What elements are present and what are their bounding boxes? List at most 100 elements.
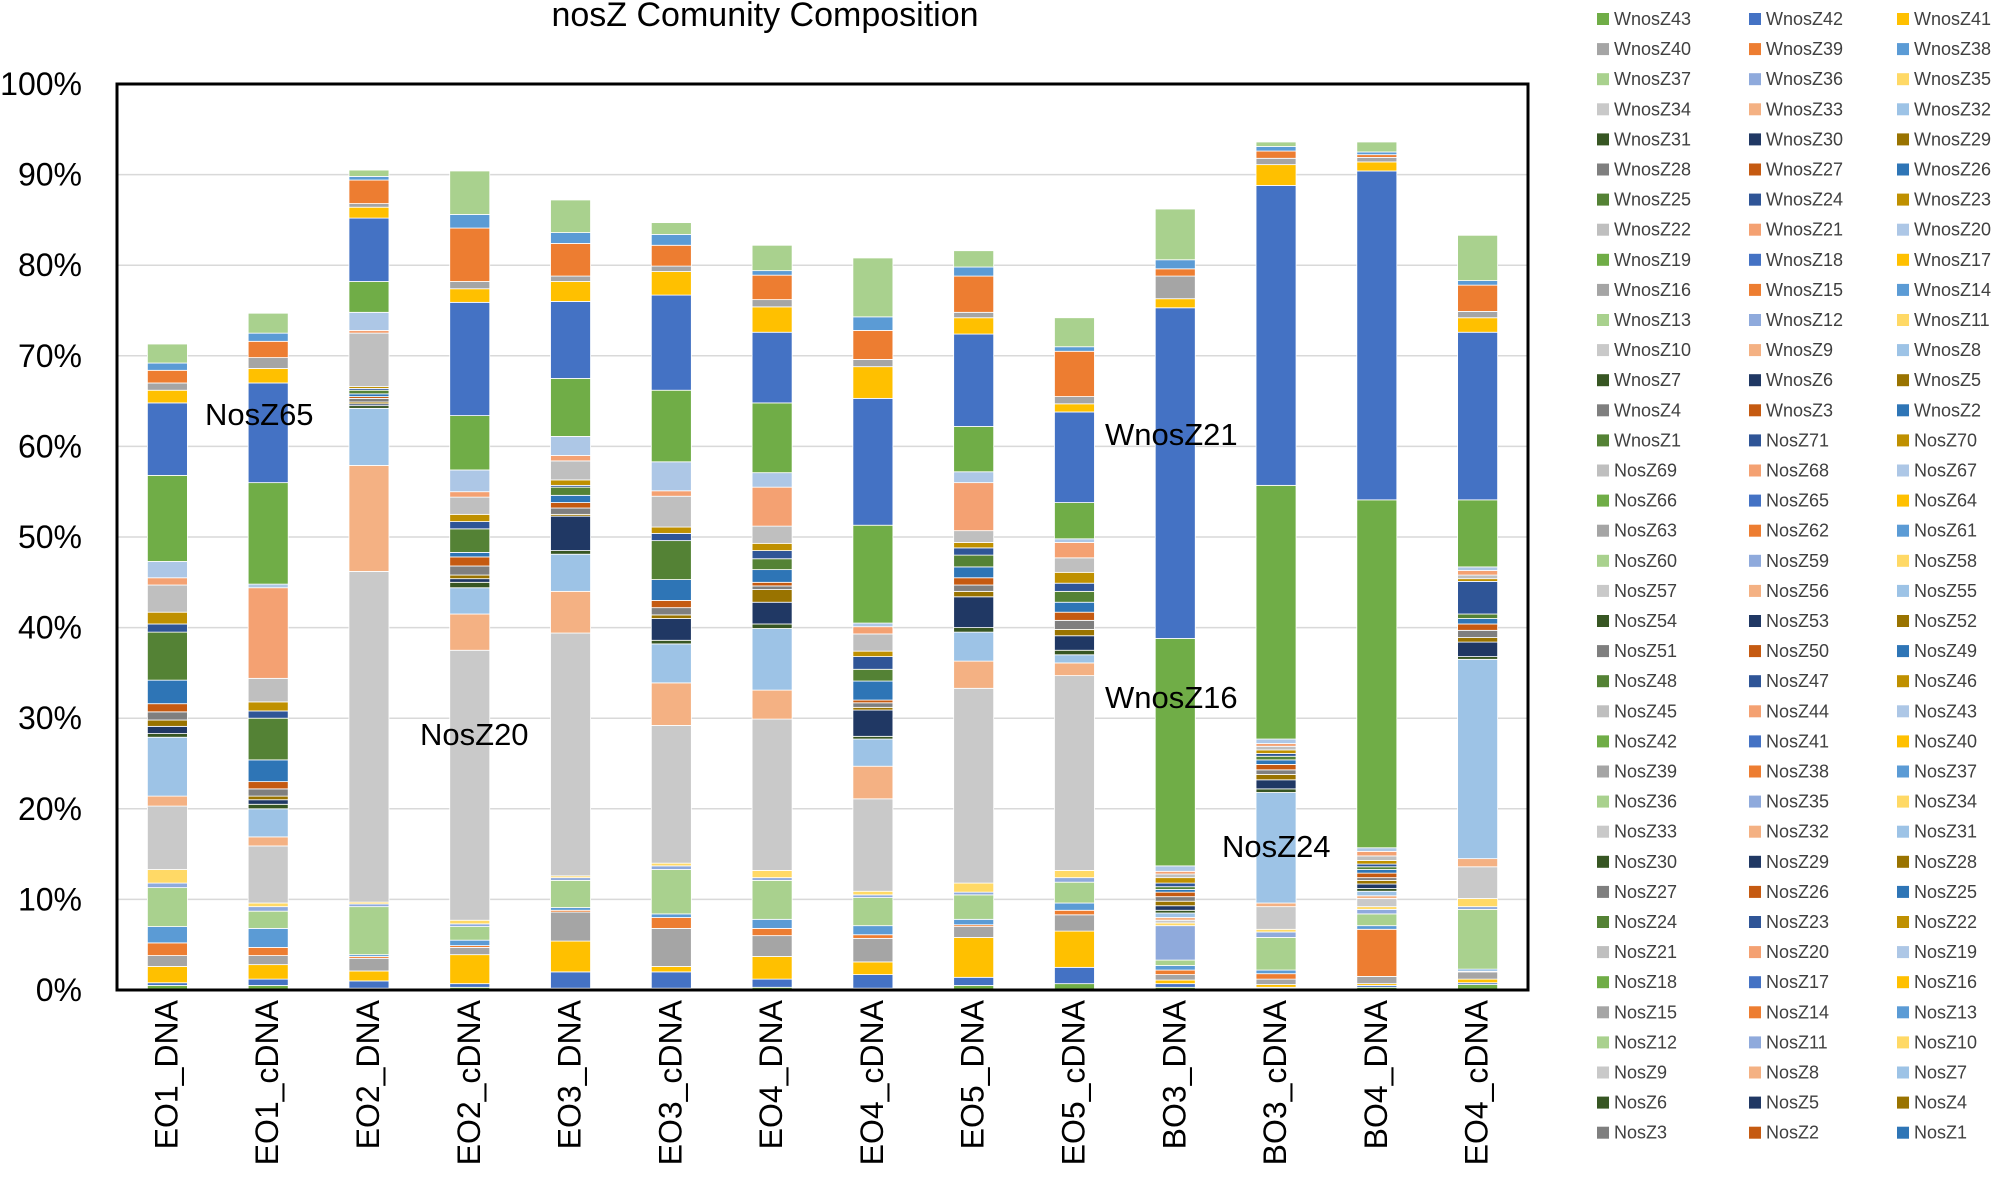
legend-item-NosZ51: NosZ51	[1597, 641, 1677, 661]
bar-segment-NosZ27	[1154, 909, 1196, 914]
legend-item-WnosZ2: WnosZ2	[1897, 400, 1981, 420]
bar-segment-NosZ6	[247, 964, 289, 980]
legend-item-NosZ32: NosZ32	[1749, 822, 1829, 842]
legend-label: WnosZ34	[1614, 99, 1691, 119]
legend-item-WnosZ1: WnosZ1	[1597, 430, 1681, 450]
legend-item-NosZ52: NosZ52	[1897, 611, 1977, 631]
legend-swatch	[1897, 1006, 1909, 1019]
bar-segment-NosZ17	[1457, 898, 1499, 908]
legend-label: WnosZ23	[1914, 190, 1991, 210]
legend-item-NosZ67: NosZ67	[1897, 461, 1977, 481]
legend-label: NosZ20	[1766, 942, 1829, 962]
legend-swatch	[1897, 283, 1909, 296]
legend-label: NosZ36	[1614, 792, 1677, 812]
legend-swatch	[1897, 645, 1909, 658]
bar-BO3_cDNA	[1255, 141, 1297, 991]
bar-segment-WnosZ26	[348, 206, 390, 219]
legend-item-WnosZ10: WnosZ10	[1597, 340, 1691, 360]
bar-segment-NosZ63	[953, 530, 995, 543]
bar-segment-NosZ27	[1054, 649, 1095, 656]
legend-swatch	[1749, 705, 1761, 718]
bar-segment-NosZ65	[1356, 850, 1398, 857]
bar-segment-NosZ16	[953, 891, 995, 896]
legend-label: NosZ37	[1914, 762, 1977, 782]
bar-segment-NosZ9	[1356, 976, 1398, 985]
bar-segment-NosZ15	[449, 926, 491, 941]
bar-segment-NosZ16	[1457, 906, 1499, 910]
bar-segment-WnosZ38	[550, 232, 591, 244]
bar-segment-NosZ40	[650, 600, 692, 609]
legend-swatch	[1597, 163, 1609, 176]
y-tick-label: 40%	[18, 610, 82, 646]
bar-segment-NosZ35	[953, 590, 995, 598]
bar-segment-WnosZ16	[751, 402, 793, 474]
bar-segment-NosZ16	[650, 865, 692, 870]
legend-label: NosZ33	[1614, 822, 1677, 842]
legend-swatch	[1749, 163, 1761, 176]
bar-segment-NosZ35	[247, 795, 289, 801]
legend-item-NosZ11: NosZ11	[1749, 1032, 1828, 1052]
bar-segment-NosZ61	[1255, 749, 1297, 754]
bar-segment-NosZ61	[1457, 578, 1499, 582]
legend-swatch	[1597, 524, 1609, 537]
legend-swatch	[1597, 705, 1609, 718]
bar-segment-NosZ58	[146, 623, 188, 633]
legend-item-NosZ7: NosZ7	[1897, 1063, 1967, 1083]
legend-item-NosZ23: NosZ23	[1749, 912, 1829, 932]
bar-segment-NosZ16	[247, 906, 289, 912]
legend-item-WnosZ5: WnosZ5	[1897, 370, 1981, 390]
bar-segment-NosZ15	[550, 879, 591, 908]
legend-swatch	[1897, 825, 1909, 838]
bar-segment-WnosZ21	[1457, 331, 1499, 501]
legend-item-WnosZ27: WnosZ27	[1749, 160, 1843, 180]
x-tick-label: EO5_DNA	[955, 999, 991, 1149]
legend-item-NosZ13: NosZ13	[1897, 1002, 1977, 1022]
legend-item-WnosZ9: WnosZ9	[1749, 340, 1833, 360]
bar-segment-NosZ65	[449, 491, 491, 498]
bar-segment-NosZ63	[1255, 745, 1297, 751]
x-tick-label: BO3_DNA	[1156, 999, 1192, 1149]
legend-label: NosZ53	[1766, 611, 1829, 631]
bar-segment-WnosZ38	[852, 316, 894, 331]
legend-item-NosZ5: NosZ5	[1749, 1093, 1819, 1113]
bar-segment-NosZ12	[650, 917, 692, 929]
legend-label: NosZ56	[1766, 581, 1829, 601]
bar-segment-NosZ54	[1457, 613, 1499, 619]
legend-swatch	[1897, 494, 1909, 507]
x-tick-label: EO3_cDNA	[652, 999, 688, 1165]
bar-segment-WnosZ33	[751, 299, 793, 308]
legend-label: WnosZ15	[1766, 280, 1843, 300]
legend-swatch	[1749, 283, 1761, 296]
bar-segment-NosZ6	[953, 937, 995, 978]
bar-segment-NosZ23	[650, 682, 692, 726]
bar-segment-NosZ63	[247, 677, 289, 703]
legend-swatch	[1597, 976, 1609, 989]
legend-swatch	[1897, 584, 1909, 597]
legend-swatch	[1597, 615, 1609, 627]
bar-segment-NosZ16	[348, 903, 390, 908]
bar-segment-WnosZ33	[1356, 156, 1398, 163]
legend-item-NosZ19: NosZ19	[1897, 942, 1977, 962]
bar-segment-NosZ35	[852, 706, 894, 711]
bar-segment-NosZ65	[1255, 743, 1297, 747]
bar-segment-NosZ31	[650, 618, 692, 641]
legend-label: NosZ61	[1914, 521, 1977, 541]
bar-segment-NosZ58	[852, 656, 894, 670]
legend-swatch	[1597, 374, 1609, 387]
bar-segment-NosZ16	[1154, 925, 1196, 961]
legend-swatch	[1597, 735, 1609, 748]
legend-item-NosZ54: NosZ54	[1597, 611, 1677, 631]
bar-segment-WnosZ26	[1457, 317, 1499, 333]
legend-item-NosZ45: NosZ45	[1597, 701, 1677, 721]
bar-segment-NosZ27	[348, 405, 390, 409]
legend-swatch	[1897, 374, 1909, 387]
legend-label: NosZ42	[1614, 731, 1677, 751]
legend-label: NosZ22	[1914, 912, 1977, 932]
y-tick-label: 70%	[18, 338, 82, 374]
legend-label: WnosZ27	[1766, 160, 1843, 180]
legend-swatch	[1597, 404, 1609, 417]
legend-label: NosZ62	[1766, 521, 1829, 541]
legend-label: NosZ11	[1766, 1032, 1828, 1052]
legend-item-NosZ26: NosZ26	[1749, 882, 1829, 902]
legend-label: WnosZ33	[1766, 99, 1843, 119]
